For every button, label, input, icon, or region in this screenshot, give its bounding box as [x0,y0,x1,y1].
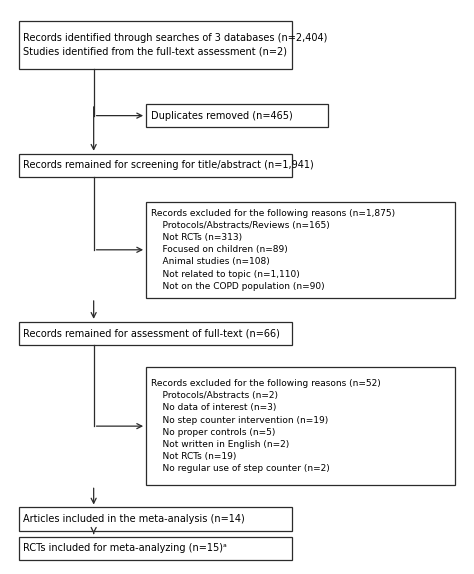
FancyBboxPatch shape [18,154,292,177]
Text: Records remained for screening for title/abstract (n=1,941): Records remained for screening for title… [23,160,314,170]
FancyBboxPatch shape [18,321,292,345]
Text: RCTs included for meta-analyzing (n=15)ᵃ: RCTs included for meta-analyzing (n=15)ᵃ [23,543,227,553]
FancyBboxPatch shape [18,537,292,560]
Text: Duplicates removed (n=465): Duplicates removed (n=465) [151,111,292,121]
FancyBboxPatch shape [146,104,328,127]
Text: Articles included in the meta-analysis (n=14): Articles included in the meta-analysis (… [23,514,245,524]
FancyBboxPatch shape [146,367,456,486]
Text: Records remained for assessment of full-text (n=66): Records remained for assessment of full-… [23,328,280,338]
FancyBboxPatch shape [18,21,292,69]
Text: Records identified through searches of 3 databases (n=2,404)
Studies identified : Records identified through searches of 3… [23,33,328,57]
FancyBboxPatch shape [146,201,456,298]
Text: Records excluded for the following reasons (n=1,875)
    Protocols/Abstracts/Rev: Records excluded for the following reaso… [151,209,395,291]
FancyBboxPatch shape [18,507,292,530]
Text: Records excluded for the following reasons (n=52)
    Protocols/Abstracts (n=2)
: Records excluded for the following reaso… [151,379,380,473]
